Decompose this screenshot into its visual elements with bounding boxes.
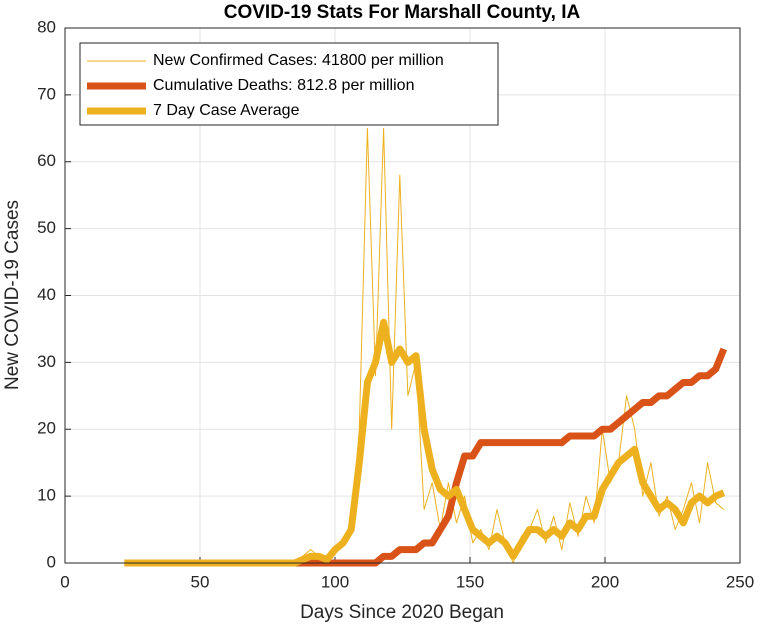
y-axis-label: New COVID-19 Cases	[2, 200, 23, 390]
x-axis-label: Days Since 2020 Began	[300, 602, 504, 623]
chart-title: COVID-19 Stats For Marshall County, IA	[224, 2, 581, 23]
legend: New Confirmed Cases: 41800 per million Cu…	[79, 42, 499, 126]
y-tick-label: 60	[37, 151, 56, 170]
y-tick-label: 50	[37, 218, 56, 237]
x-tick-label: 50	[191, 572, 210, 591]
legend-label: New Confirmed Cases: 41800 per million	[153, 52, 444, 69]
legend-label: 7 Day Case Average	[153, 102, 300, 119]
y-tick-label: 20	[37, 419, 56, 438]
x-tick-label: 250	[726, 572, 754, 591]
legend-box	[79, 42, 499, 126]
x-tick-label: 150	[456, 572, 484, 591]
y-tick-label: 40	[37, 285, 56, 304]
legend-label: Cumulative Deaths: 812.8 per million	[153, 77, 414, 94]
y-tick-label: 30	[37, 352, 56, 371]
y-tick-label: 70	[37, 84, 56, 103]
y-tick-label: 10	[37, 486, 56, 505]
y-tick-label: 0	[47, 552, 56, 571]
x-tick-label: 100	[321, 572, 349, 591]
plot-frame	[64, 27, 741, 564]
y-tick-label: 80	[37, 17, 56, 36]
x-tick-label: 0	[60, 572, 69, 591]
x-tick-label: 200	[591, 572, 619, 591]
